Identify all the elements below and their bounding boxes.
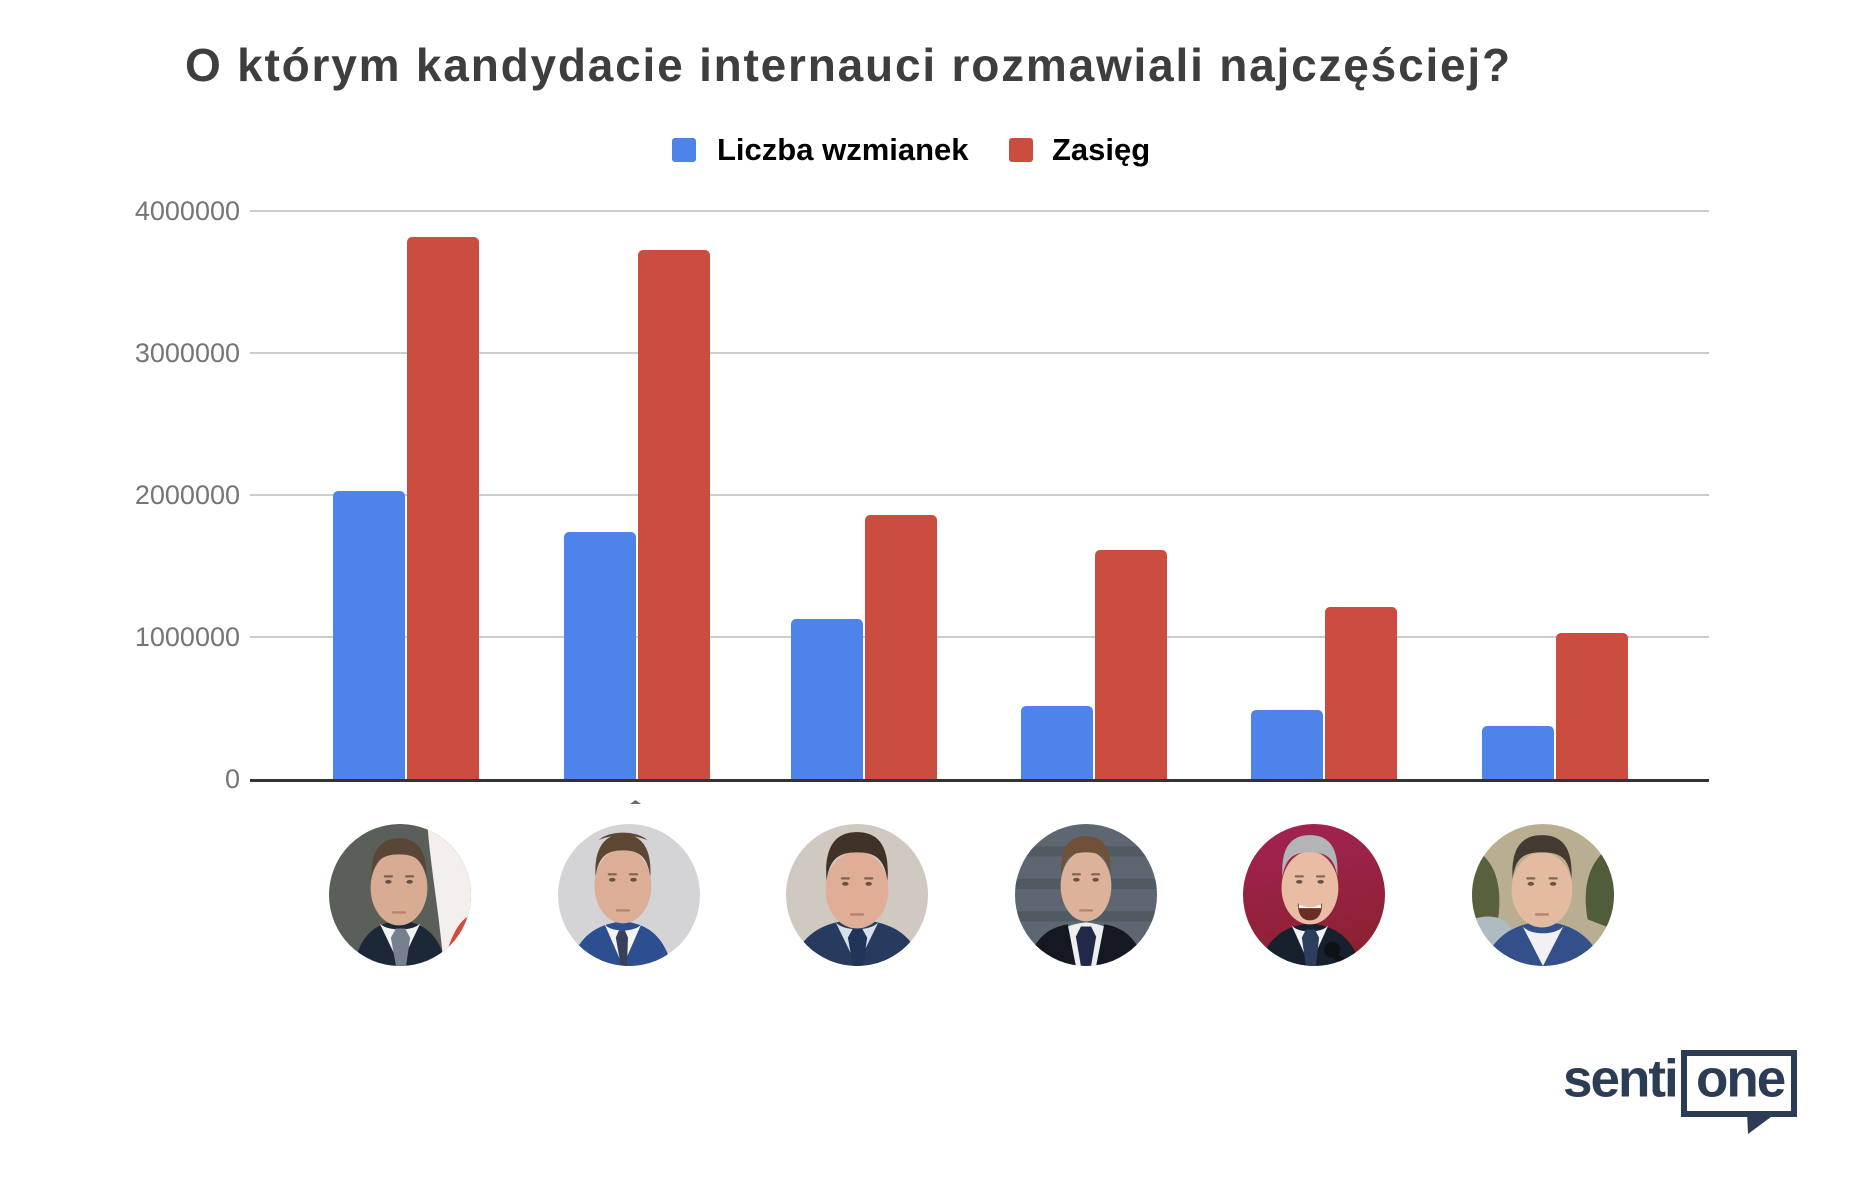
svg-text:senti: senti: [1563, 1050, 1677, 1109]
svg-text:one: one: [1696, 1050, 1785, 1109]
